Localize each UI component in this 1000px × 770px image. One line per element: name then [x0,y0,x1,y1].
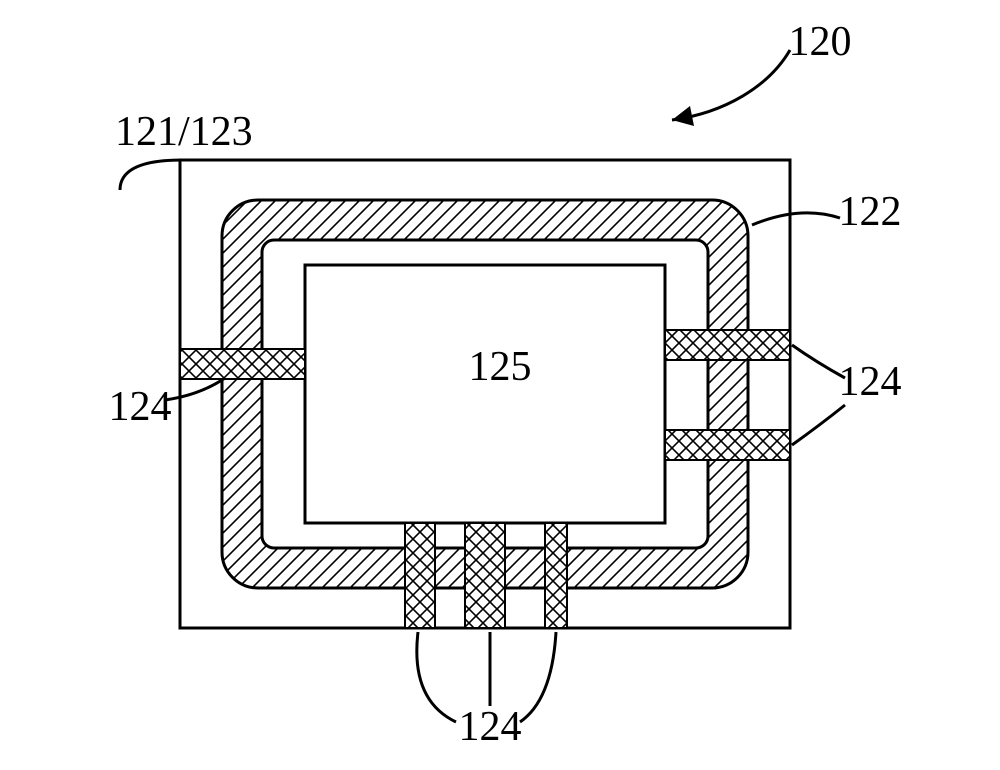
leader-124-right-top [792,345,845,378]
arrow-120-head [672,106,694,126]
leader-124-left [165,378,225,400]
label-bot124: 124 [459,704,522,750]
conduit-bot2 [465,523,505,628]
label-top: 120 [789,19,852,65]
inner-rect [305,265,665,523]
leader-122 [752,213,840,225]
label-ring: 122 [839,189,902,235]
label-center: 125 [469,344,532,390]
conduit-right2 [665,430,790,460]
leader-121-123 [120,160,182,190]
label-right124: 124 [839,359,902,405]
leader-124-bot-left [417,632,456,722]
leader-124-right-bot [792,405,845,445]
label-left124: 124 [109,384,172,430]
conduit-bot3 [545,523,567,628]
conduit-left [180,349,305,379]
diagram-svg: 120 121/123 122 124 124 124 125 [0,0,1000,770]
leader-124-bot-right [520,632,556,722]
conduit-right1 [665,330,790,360]
label-tl: 121/123 [115,109,253,155]
conduit-bot1 [405,523,435,628]
